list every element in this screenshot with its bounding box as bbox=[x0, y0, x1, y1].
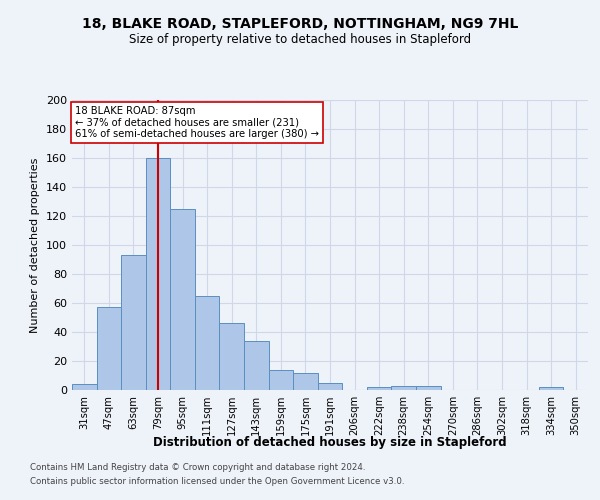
Bar bbox=[244, 340, 269, 390]
Text: Distribution of detached houses by size in Stapleford: Distribution of detached houses by size … bbox=[153, 436, 507, 449]
Bar bbox=[318, 383, 342, 390]
Text: Contains HM Land Registry data © Crown copyright and database right 2024.: Contains HM Land Registry data © Crown c… bbox=[30, 464, 365, 472]
Bar bbox=[293, 372, 318, 390]
Bar bbox=[269, 370, 293, 390]
Bar bbox=[146, 158, 170, 390]
Bar bbox=[220, 324, 244, 390]
Text: 18, BLAKE ROAD, STAPLEFORD, NOTTINGHAM, NG9 7HL: 18, BLAKE ROAD, STAPLEFORD, NOTTINGHAM, … bbox=[82, 18, 518, 32]
Bar bbox=[416, 386, 440, 390]
Text: Contains public sector information licensed under the Open Government Licence v3: Contains public sector information licen… bbox=[30, 477, 404, 486]
Bar bbox=[391, 386, 416, 390]
Bar bbox=[121, 255, 146, 390]
Bar bbox=[170, 209, 195, 390]
Bar bbox=[539, 387, 563, 390]
Bar bbox=[195, 296, 220, 390]
Y-axis label: Number of detached properties: Number of detached properties bbox=[31, 158, 40, 332]
Text: Size of property relative to detached houses in Stapleford: Size of property relative to detached ho… bbox=[129, 32, 471, 46]
Bar bbox=[97, 308, 121, 390]
Text: 18 BLAKE ROAD: 87sqm
← 37% of detached houses are smaller (231)
61% of semi-deta: 18 BLAKE ROAD: 87sqm ← 37% of detached h… bbox=[74, 106, 319, 139]
Bar bbox=[367, 387, 391, 390]
Bar bbox=[72, 384, 97, 390]
